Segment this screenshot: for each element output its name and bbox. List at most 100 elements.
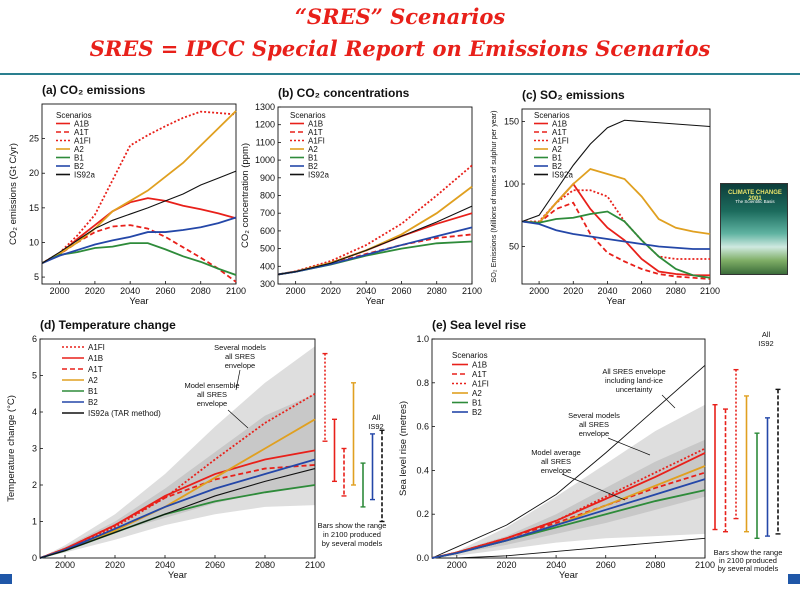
series-line-b2 — [41, 216, 237, 265]
x-tick-label: 2060 — [155, 286, 175, 296]
legend-entry: B1 — [472, 399, 482, 408]
annotation-pointer — [607, 437, 651, 456]
legend-entry: B1 — [74, 154, 84, 163]
annotation-line: Model ensemble — [184, 381, 239, 390]
annotation-line: envelope — [197, 399, 227, 408]
chart-title: (a) CO₂ emissions — [42, 83, 146, 97]
legend-entry: A2 — [472, 389, 482, 398]
legend-entry: IS92a — [552, 171, 573, 180]
x-axis-label: Year — [606, 296, 625, 307]
legend-entry: A2 — [74, 145, 84, 154]
y-tick-label: 20 — [29, 168, 39, 178]
legend-entry: B2 — [88, 398, 98, 407]
y-tick-label: 0.0 — [416, 553, 429, 563]
y-tick-label: 0.6 — [416, 422, 429, 432]
y-tick-label: 0.2 — [416, 509, 429, 519]
y-tick-label: 15 — [29, 203, 39, 213]
legend-entry: A1T — [74, 128, 89, 137]
x-tick-label: 2100 — [305, 560, 325, 570]
legend-title: Scenarios — [290, 111, 326, 120]
x-tick-label: 2020 — [105, 560, 125, 570]
x-tick-label: 2060 — [205, 560, 225, 570]
annotation-line: by several models — [718, 564, 779, 573]
series-line-is92a — [39, 468, 316, 559]
series-line-a1b — [41, 197, 237, 265]
envelope-outer — [40, 346, 315, 558]
annotation-line: envelope — [579, 429, 609, 438]
y-axis-label: SO₂ Emissions (Millions of tonnes of sul… — [489, 110, 498, 282]
series-line-a1t — [39, 464, 316, 559]
legend-entry: A1B — [472, 361, 487, 370]
legend-entry: B2 — [74, 162, 84, 171]
y-tick-label: 500 — [260, 244, 275, 254]
legend-entry: A1B — [308, 120, 323, 129]
x-tick-label: 2020 — [563, 286, 583, 296]
series-line-a2 — [277, 185, 473, 276]
x-tick-label: 2100 — [226, 286, 246, 296]
x-tick-label: 2040 — [356, 286, 376, 296]
y-tick-label: 25 — [29, 134, 39, 144]
legend-entry: A2 — [88, 376, 98, 385]
y-tick-label: 1000 — [255, 155, 275, 165]
annotation-line: including land-ice — [605, 376, 663, 385]
annotation-pointer — [227, 409, 249, 429]
x-tick-label: 2060 — [391, 286, 411, 296]
series-line-is92a — [521, 119, 711, 223]
x-tick-label: 2040 — [546, 560, 566, 570]
legend-entry: A1B — [88, 354, 103, 363]
x-tick-label: 2080 — [427, 286, 447, 296]
y-tick-label: 10 — [29, 237, 39, 247]
x-tick-label: 2000 — [55, 560, 75, 570]
x-tick-label: 2000 — [447, 560, 467, 570]
annotation-line: in 2100 produced — [323, 530, 381, 539]
annotation-line: envelope — [225, 361, 255, 370]
annotation-line: Bars show the range — [318, 521, 387, 530]
legend-entry: A1B — [74, 120, 89, 129]
annotation-line: All — [762, 330, 771, 339]
annotation-line: Model average — [531, 448, 581, 457]
x-tick-label: 2020 — [321, 286, 341, 296]
annotation-line: Several models — [568, 411, 620, 420]
annotation-line: All SRES envelope — [602, 367, 665, 376]
x-tick-label: 2020 — [496, 560, 516, 570]
y-axis-label: Temperature change (°C) — [6, 395, 17, 502]
legend-title: Scenarios — [534, 111, 570, 120]
y-axis-label: CO₂ concentration (ppm) — [240, 143, 251, 248]
annotation-line: IS92 — [758, 339, 773, 348]
annotation-pointer — [561, 473, 626, 501]
series-line-a1fi — [39, 392, 316, 559]
chart-c: (c) SO₂ emissions 2000 2020 2040 2060 2080 210… — [489, 88, 720, 307]
series-line-a1fi — [41, 110, 237, 265]
y-tick-label: 1300 — [255, 102, 275, 112]
annotation: Several models all SRES envelope — [214, 343, 266, 370]
y-tick-label: 6 — [32, 334, 37, 344]
x-tick-label: 2100 — [700, 286, 720, 296]
legend-entry: B1 — [552, 154, 562, 163]
y-tick-label: 0.8 — [416, 378, 429, 388]
slide-subtitle: SRES = IPCC Special Report on Emissions … — [89, 36, 711, 61]
y-tick-label: 900 — [260, 173, 275, 183]
legend-entry: IS92a — [308, 171, 329, 180]
annotation-line: all SRES — [579, 420, 609, 429]
chart-title: (c) SO₂ emissions — [522, 88, 625, 102]
legend-title: Scenarios — [56, 111, 92, 120]
annotation-line: IS92 — [368, 422, 383, 431]
legend-entry: A1FI — [74, 137, 91, 146]
y-tick-label: 150 — [504, 117, 519, 127]
x-tick-label: 2020 — [85, 286, 105, 296]
series-line-b2 — [431, 478, 706, 559]
cover-title: CLIMATE CHANGE 2001 — [728, 190, 782, 202]
chart-title: (b) CO₂ concentrations — [278, 86, 410, 100]
slide-title: “SRES” Scenarios — [294, 4, 506, 29]
series-line-a1t — [521, 201, 711, 280]
y-tick-label: 800 — [260, 191, 275, 201]
y-tick-label: 50 — [509, 242, 519, 252]
envelope-inner — [40, 393, 315, 558]
annotation-line: in 2100 produced — [719, 556, 777, 565]
annotation-line: Several models — [214, 343, 266, 352]
series-line-b1 — [41, 242, 237, 276]
y-tick-label: 600 — [260, 226, 275, 236]
y-tick-label: 400 — [260, 261, 275, 271]
